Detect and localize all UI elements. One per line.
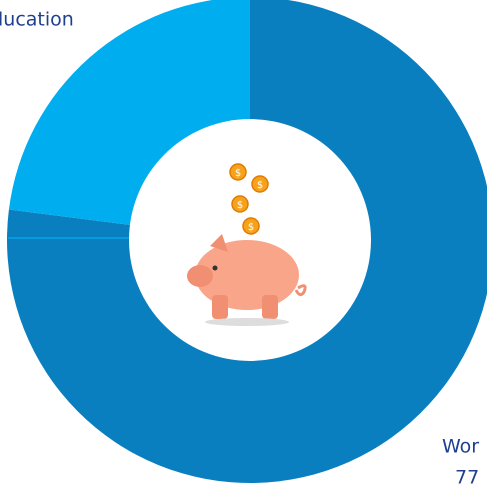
svg-text:$: $ — [235, 168, 241, 179]
page: {"chart_data": {"type": "donut", "catego… — [0, 0, 487, 487]
svg-text:$: $ — [237, 200, 243, 211]
slice-label: Wor — [442, 436, 479, 458]
chart: $ $ $ $ lucation Wor 77 — [0, 0, 487, 487]
svg-text:$: $ — [248, 222, 254, 233]
value-label: 77 — [455, 467, 479, 487]
svg-text:$: $ — [257, 180, 263, 191]
slice-label: lucation — [0, 9, 74, 31]
